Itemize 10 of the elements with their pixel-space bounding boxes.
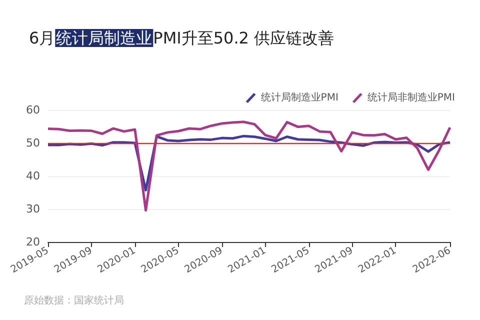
legend-label: 统计局非制造业PMI bbox=[367, 92, 455, 104]
y-tick-label: 30 bbox=[26, 202, 40, 216]
text: 原始数据：国家统计局 bbox=[24, 294, 124, 306]
y-tick-label: 60 bbox=[26, 104, 40, 116]
chart-title: 6月统计局制造业PMI升至50.2 供应链改善 bbox=[29, 28, 334, 48]
line-series bbox=[46, 120, 452, 212]
y-tick-label: 20 bbox=[26, 236, 40, 248]
y-tick-label: 50 bbox=[26, 136, 40, 150]
legend-label: 统计局制造业PMI bbox=[260, 92, 338, 104]
y-tick-label: 40 bbox=[26, 170, 40, 182]
